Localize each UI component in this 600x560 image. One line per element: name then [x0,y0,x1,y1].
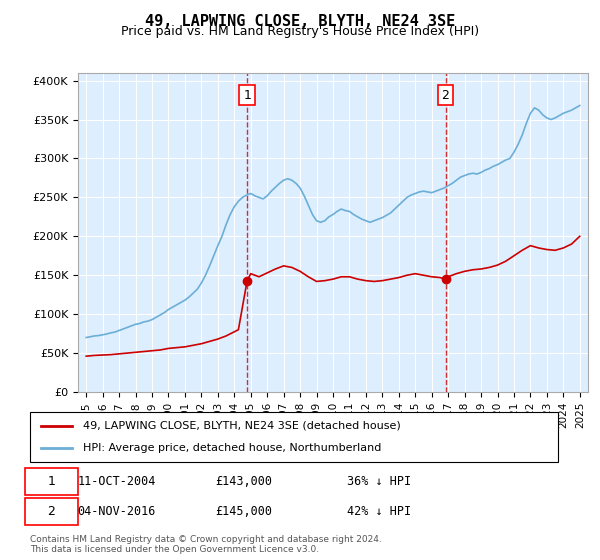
Text: 2: 2 [442,88,449,102]
Text: Contains HM Land Registry data © Crown copyright and database right 2024.
This d: Contains HM Land Registry data © Crown c… [30,535,382,554]
Text: 1: 1 [243,88,251,102]
Text: 49, LAPWING CLOSE, BLYTH, NE24 3SE: 49, LAPWING CLOSE, BLYTH, NE24 3SE [145,14,455,29]
Text: £143,000: £143,000 [215,475,272,488]
Text: 36% ↓ HPI: 36% ↓ HPI [347,475,411,488]
Text: 11-OCT-2004: 11-OCT-2004 [77,475,156,488]
Text: 2: 2 [47,505,55,519]
FancyBboxPatch shape [25,498,77,525]
Text: £145,000: £145,000 [215,505,272,519]
FancyBboxPatch shape [25,468,77,495]
Text: 04-NOV-2016: 04-NOV-2016 [77,505,156,519]
Text: 1: 1 [47,475,55,488]
FancyBboxPatch shape [30,412,558,462]
Text: Price paid vs. HM Land Registry's House Price Index (HPI): Price paid vs. HM Land Registry's House … [121,25,479,38]
Text: 42% ↓ HPI: 42% ↓ HPI [347,505,411,519]
Text: 49, LAPWING CLOSE, BLYTH, NE24 3SE (detached house): 49, LAPWING CLOSE, BLYTH, NE24 3SE (deta… [83,421,401,431]
Text: HPI: Average price, detached house, Northumberland: HPI: Average price, detached house, Nort… [83,443,381,453]
